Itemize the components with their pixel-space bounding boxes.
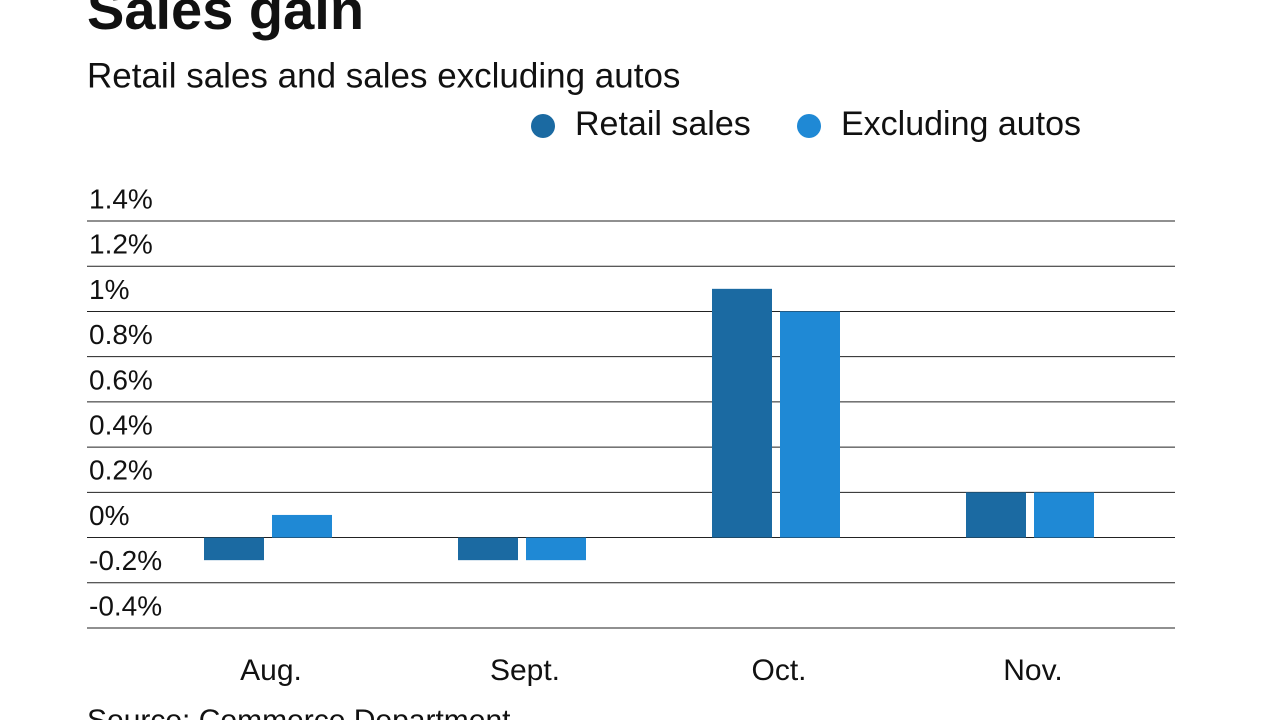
y-tick-label: 0.2% [89,455,153,486]
bar [272,514,332,538]
y-tick-label: 1% [89,274,129,305]
y-tick-label: 0.4% [89,410,153,441]
chart-subtitle: Retail sales and sales excluding autos [87,56,680,95]
x-tick-label: Sept. [490,654,560,687]
y-tick-label: 0.8% [89,319,153,350]
bar [966,492,1026,538]
bar [204,537,264,561]
y-tick-label: 1.2% [89,229,153,260]
y-tick-label: -0.2% [89,545,162,576]
x-tick-label: Aug. [240,654,302,687]
y-tick-label: 0% [89,500,129,531]
y-tick-label: -0.4% [89,590,162,621]
y-tick-label: 0.6% [89,364,153,395]
legend-label: Excluding autos [841,105,1081,143]
chart-title: Sales gain [87,0,364,41]
legend-swatch [531,114,555,138]
x-tick-label: Nov. [1003,654,1062,687]
source: Source: Commerce Department [87,704,511,720]
legend-label: Retail sales [575,105,751,143]
bar [712,288,772,538]
bar [780,311,840,538]
bar [526,537,586,561]
x-tick-label: Oct. [751,654,806,687]
bar [458,537,518,561]
bar [1034,492,1094,538]
y-tick-label: 1.4% [89,183,153,214]
legend-swatch [797,114,821,138]
